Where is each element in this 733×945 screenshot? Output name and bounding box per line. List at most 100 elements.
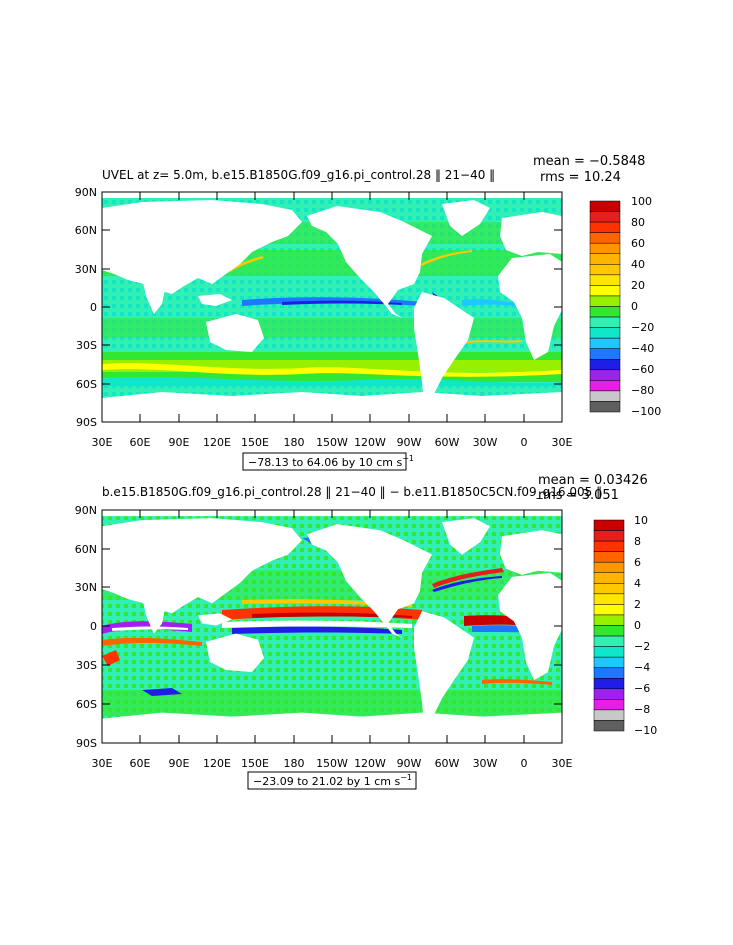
y-tick-label: 30N <box>75 581 97 594</box>
x-tick-label: 30E <box>552 757 573 770</box>
colorbar-label: 10 <box>634 514 648 527</box>
panel-bottom-colorbar-labels: 10 8 6 4 2 0 −2 −4 −6 −8 −10 <box>634 514 657 737</box>
colorbar-swatch <box>589 369 621 381</box>
y-tick-label: 60S <box>76 698 97 711</box>
panel-top-title: UVEL at z= 5.0m, b.e15.B1850G.f09_g16.pi… <box>102 168 495 182</box>
y-tick-label: 0 <box>90 301 97 314</box>
colorbar-swatch <box>593 709 625 721</box>
y-tick-label: 90S <box>76 416 97 429</box>
colorbar-swatch <box>593 530 625 542</box>
colorbar-swatch <box>589 253 621 265</box>
panel-bottom-mean: mean = 0.03426 <box>538 473 648 488</box>
panel-top-colorbar <box>589 200 621 413</box>
colorbar-swatch <box>589 380 621 392</box>
colorbar-swatch <box>589 274 621 286</box>
colorbar-swatch <box>589 232 621 244</box>
x-tick-label: 60E <box>130 436 151 449</box>
y-tick-label: 90N <box>75 186 97 199</box>
x-tick-label: 60W <box>435 757 460 770</box>
panel-bottom-range-note: −23.09 to 21.02 by 1 cm s−1 <box>253 773 412 788</box>
panel-bottom-rms: rms = 3.051 <box>538 488 619 503</box>
colorbar-label: 20 <box>631 279 645 292</box>
colorbar-label: −6 <box>634 682 650 695</box>
panel-bottom-colorbar <box>593 519 625 732</box>
y-tick-label: 60N <box>75 543 97 556</box>
colorbar-label: 8 <box>634 535 641 548</box>
colorbar-swatch <box>593 656 625 668</box>
x-tick-label: 0 <box>521 757 528 770</box>
colorbar-swatch <box>589 327 621 339</box>
panel-bottom-x-tick-labels: 30E 60E 90E 120E 150E 180 150W 120W 90W … <box>92 757 573 770</box>
colorbar-label: 0 <box>631 300 638 313</box>
panel-bottom: b.e15.B1850G.f09_g16.pi_control.28 ‖ 21−… <box>75 473 657 790</box>
x-tick-label: 120E <box>203 436 231 449</box>
colorbar-swatch <box>593 635 625 647</box>
colorbar-swatch <box>589 316 621 328</box>
colorbar-swatch <box>593 561 625 574</box>
colorbar-label: 6 <box>634 556 641 569</box>
colorbar-label: −60 <box>631 363 654 376</box>
x-tick-label: 30E <box>92 436 113 449</box>
x-tick-label: 60W <box>435 436 460 449</box>
colorbar-swatch <box>593 625 625 637</box>
colorbar-label: 2 <box>634 598 641 611</box>
panel-bottom-title: b.e15.B1850G.f09_g16.pi_control.28 ‖ 21−… <box>102 485 602 499</box>
colorbar-label: 0 <box>634 619 641 632</box>
y-tick-label: 30N <box>75 263 97 276</box>
colorbar-swatch <box>593 572 625 584</box>
panel-top-rms: rms = 10.24 <box>540 170 621 185</box>
x-tick-label: 150E <box>241 757 269 770</box>
colorbar-swatch <box>589 337 621 349</box>
y-tick-label: 60S <box>76 378 97 391</box>
colorbar-label: 60 <box>631 237 645 250</box>
colorbar-swatch <box>589 242 621 254</box>
colorbar-label: 40 <box>631 258 645 271</box>
x-tick-label: 0 <box>521 436 528 449</box>
colorbar-swatch <box>593 583 625 595</box>
y-tick-label: 0 <box>90 620 97 633</box>
x-tick-label: 30E <box>552 436 573 449</box>
colorbar-swatch <box>593 551 625 563</box>
y-tick-label: 90S <box>76 737 97 750</box>
panel-bottom-ticks <box>101 509 563 744</box>
x-tick-label: 90W <box>397 436 422 449</box>
colorbar-label: −4 <box>634 661 650 674</box>
colorbar-swatch <box>593 699 625 711</box>
colorbar-label: 4 <box>634 577 641 590</box>
x-tick-label: 150W <box>316 436 348 449</box>
colorbar-swatch <box>593 667 625 679</box>
x-tick-label: 120W <box>354 757 386 770</box>
colorbar-swatch <box>593 540 625 552</box>
colorbar-swatch <box>589 306 621 318</box>
panel-top-y-tick-labels: 90N 60N 30N 0 30S 60S 90S <box>75 186 97 429</box>
colorbar-label: −10 <box>634 724 657 737</box>
x-tick-label: 120E <box>203 757 231 770</box>
y-tick-label: 90N <box>75 504 97 517</box>
colorbar-swatch <box>589 348 621 360</box>
colorbar-label: −8 <box>634 703 650 716</box>
colorbar-swatch <box>589 295 621 307</box>
x-tick-label: 60E <box>130 757 151 770</box>
colorbar-label: −80 <box>631 384 654 397</box>
colorbar-swatch <box>589 221 621 233</box>
colorbar-swatch <box>589 359 621 371</box>
y-tick-label: 30S <box>76 339 97 352</box>
colorbar-label: 80 <box>631 216 645 229</box>
x-tick-label: 30W <box>473 436 498 449</box>
colorbar-swatch <box>589 390 621 402</box>
colorbar-swatch <box>593 646 625 658</box>
y-tick-label: 60N <box>75 224 97 237</box>
x-tick-label: 150W <box>316 757 348 770</box>
y-tick-label: 30S <box>76 659 97 672</box>
colorbar-label: −2 <box>634 640 650 653</box>
x-tick-label: 30W <box>473 757 498 770</box>
x-tick-label: 90E <box>169 757 190 770</box>
colorbar-label: 100 <box>631 195 652 208</box>
colorbar-swatch <box>593 688 625 700</box>
panel-top: UVEL at z= 5.0m, b.e15.B1850G.f09_g16.pi… <box>75 154 661 471</box>
colorbar-swatch <box>593 678 625 690</box>
x-tick-label: 120W <box>354 436 386 449</box>
colorbar-swatch <box>589 211 621 223</box>
x-tick-label: 90W <box>397 757 422 770</box>
